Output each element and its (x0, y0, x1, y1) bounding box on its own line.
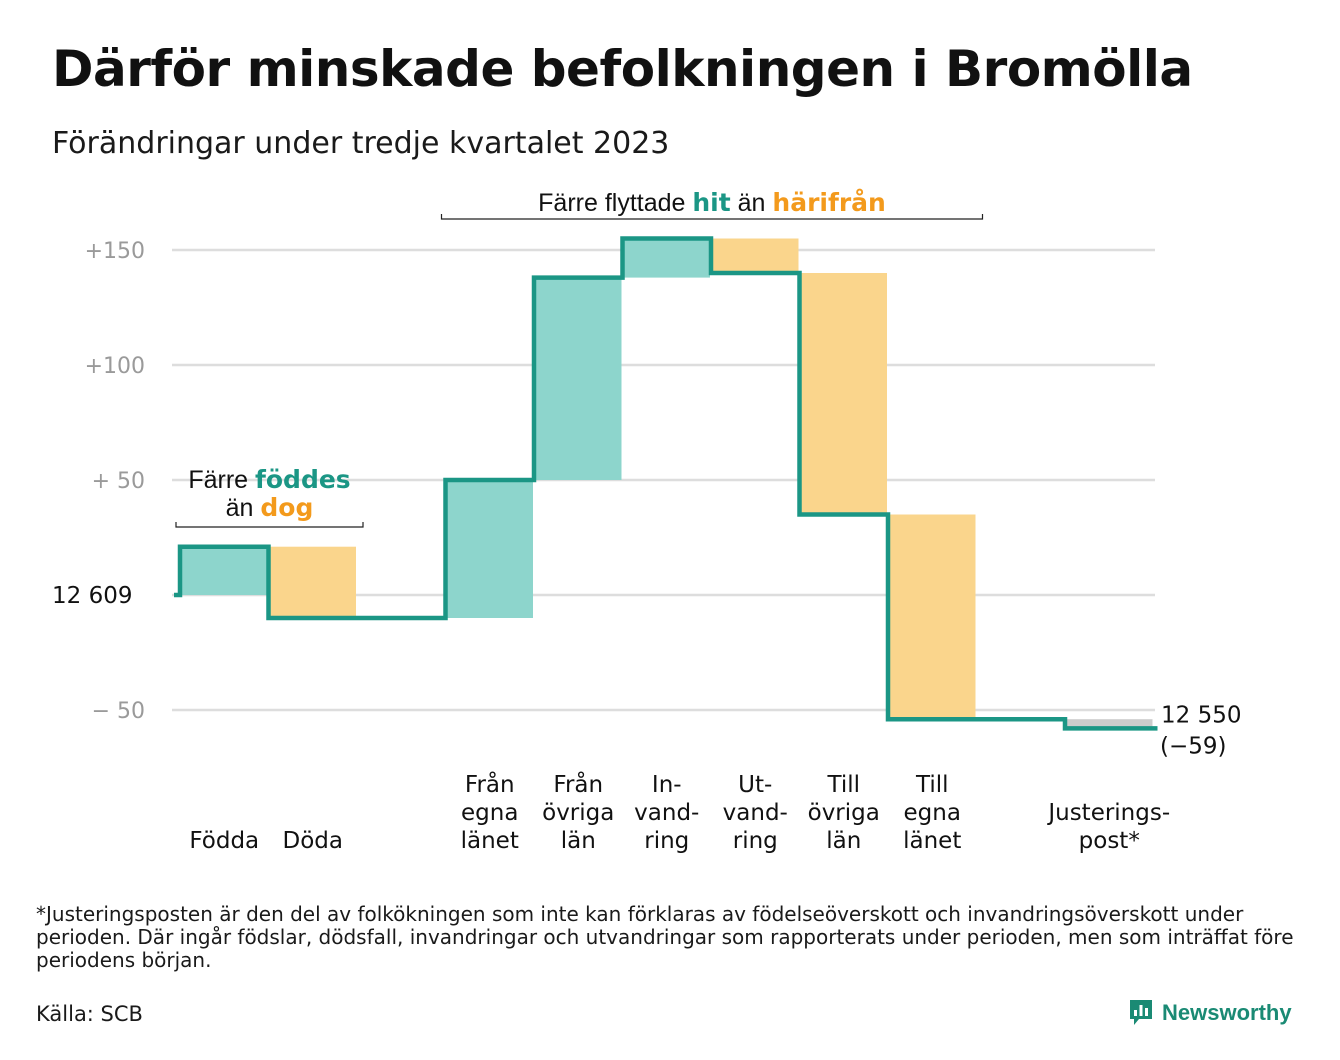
x-category-label: län (561, 828, 596, 854)
start-value-label: 12 609 (52, 583, 132, 609)
y-tick-label: +100 (85, 354, 145, 379)
annotation-segment-dark: än (226, 494, 261, 522)
x-category-label: övriga (542, 800, 614, 826)
bar-outflow (889, 514, 976, 720)
x-category-label: ring (644, 828, 689, 854)
x-category-label: post* (1079, 828, 1140, 854)
bar-outflow (269, 546, 356, 618)
x-category-label: egna (461, 800, 518, 826)
annotation-text: Färre flyttade hit än härifrån (538, 188, 886, 217)
bar-inflow (623, 238, 710, 278)
bar-inflow (181, 546, 268, 595)
x-category-label: länet (903, 828, 961, 854)
x-category-label: ring (733, 828, 778, 854)
x-category-label: Till (826, 772, 860, 798)
waterfall-chart: +150 +100 + 50 − 50 12 609 12 550 (−59) Födda Dö… (52, 188, 1241, 854)
x-category-label: län (826, 828, 861, 854)
newsworthy-icon (1130, 1000, 1152, 1025)
y-tick-label: +150 (85, 239, 145, 264)
bar-adjust (1066, 719, 1153, 729)
end-value-label: 12 550 (1161, 702, 1241, 728)
annotation-segment-teal: hit (692, 188, 730, 217)
footnote: *Justeringsposten är den del av folkökni… (36, 902, 1294, 972)
x-category-label: länet (461, 828, 519, 854)
x-category-label: vand- (634, 800, 699, 826)
x-category-label: Justerings- (1046, 800, 1170, 826)
brand-logo: Newsworthy (1128, 997, 1292, 1029)
x-category-label: övriga (808, 800, 880, 826)
x-category-label: Från (465, 770, 515, 798)
annotation-segment-dark: Färre flyttade (538, 189, 692, 217)
brand-name: Newsworthy (1162, 1000, 1292, 1025)
running-total-line (174, 236, 1158, 731)
y-tick-label: − 50 (92, 699, 145, 724)
x-category-label: egna (904, 800, 961, 826)
bar-outflow (800, 273, 887, 515)
bar-inflow (446, 480, 533, 618)
annotation-text: än dog (226, 493, 314, 522)
annotation-segment-orange: härifrån (772, 188, 885, 217)
annotation-text: Färre föddes (188, 465, 350, 494)
annotation-segment-orange: dog (260, 493, 313, 522)
chart-subtitle: Förändringar under tredje kvartalet 2023 (52, 126, 670, 161)
x-category-label: vand- (723, 800, 788, 826)
annotation-segment-dark: än (731, 189, 773, 217)
source-note: Källa: SCB (36, 1002, 143, 1026)
annotation-bracket (440, 214, 984, 220)
annotation-segment-dark: Färre (188, 466, 255, 494)
annotation-segment-teal: föddes (255, 465, 351, 494)
annotation-bracket (175, 522, 364, 528)
y-tick-label: + 50 (92, 469, 145, 494)
end-change-label: (−59) (1160, 733, 1226, 759)
x-category-label: In- (652, 772, 682, 798)
x-category-label: Ut- (738, 772, 772, 798)
x-category-label: Födda (189, 828, 259, 854)
x-category-label: Döda (283, 828, 343, 854)
chart-title: Därför minskade befolkningen i Bromölla (52, 40, 1193, 98)
x-category-label: Från (553, 770, 603, 798)
bar-inflow (535, 277, 622, 480)
x-category-label: Till (915, 772, 949, 798)
bar-outflow (712, 238, 799, 273)
